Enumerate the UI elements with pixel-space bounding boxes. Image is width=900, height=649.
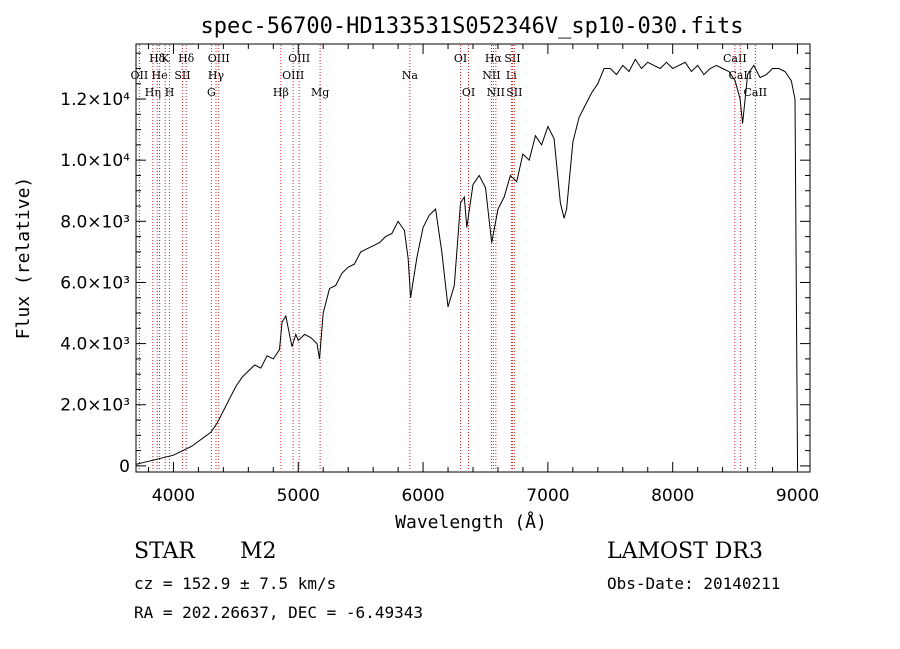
y-tick-label: 2.0×10³ (60, 396, 130, 416)
spectral-line-label: OIII (282, 69, 304, 82)
spectral-line-label: Hη (145, 86, 161, 99)
spectral-line-label: OIII (208, 52, 230, 65)
spectral-line-label: SII (506, 86, 522, 99)
spectral-line-label: NII (487, 86, 505, 99)
spectral-lines-layer: OII Hη Hδ He K H SII Hδ G Hγ OIII Hβ OIII OIII Mg Na OI O… (131, 45, 767, 471)
spectral-line-label: Hδ (178, 52, 195, 65)
y-axis-label: Flux (relative) (13, 177, 34, 340)
object-subclass: M2 (240, 539, 277, 564)
spectral-line-label: OI (462, 86, 475, 99)
spectral-line-label: SII (174, 69, 190, 82)
x-tick-label: 9000 (776, 486, 819, 506)
x-tick-label: 8000 (651, 486, 694, 506)
spectral-line-label: Hγ (208, 69, 225, 82)
y-tick-label: 8.0×10³ (60, 212, 130, 232)
spectral-line-label: K (161, 52, 170, 65)
obs-date: Obs-Date: 20140211 (607, 574, 781, 593)
survey-name: LAMOST DR3 (607, 539, 763, 564)
spectral-line-label: Mg (311, 86, 329, 99)
spectral-line-label: CaII (729, 69, 753, 82)
plot-frame (135, 43, 811, 473)
y-tick-label: 0 (119, 457, 130, 477)
spectral-line-label: He (152, 69, 168, 82)
spectral-line-label: H (165, 86, 175, 99)
spectral-line-label: OIII (288, 52, 310, 65)
redshift-readout: cz = 152.9 ± 7.5 km/s (134, 574, 337, 593)
x-axis-label: Wavelength (Å) (395, 511, 547, 533)
spectrum-line (135, 58, 798, 465)
spectral-line-label: SII (504, 52, 520, 65)
x-tick-label: 7000 (526, 486, 569, 506)
coordinates: RA = 202.26637, DEC = -6.49343 (134, 603, 423, 622)
spectral-line-label: CaII (723, 52, 747, 65)
spectral-line-label: Li (506, 69, 517, 82)
chart-title: spec-56700-HD133531S052346V_sp10-030.fit… (200, 14, 743, 39)
y-tick-label: 1.2×10⁴ (60, 90, 130, 110)
spectral-line-label: G (207, 86, 216, 99)
spectral-line-label: NII (482, 69, 500, 82)
y-tick-label: 6.0×10³ (60, 273, 130, 293)
x-tick-label: 6000 (401, 486, 444, 506)
object-class: STAR (134, 539, 195, 564)
spectral-line-label: Na (402, 69, 419, 82)
spectral-line-label: OII (131, 69, 149, 82)
y-tick-label: 4.0×10³ (60, 335, 130, 355)
x-tick-label: 5000 (277, 486, 320, 506)
spectral-line-label: Hα (485, 52, 503, 65)
y-tick-label: 1.0×10⁴ (60, 151, 130, 171)
spectral-line-label: Hδ (149, 52, 166, 65)
x-tick-label: 4000 (152, 486, 195, 506)
spectral-line-label: CaII (743, 86, 767, 99)
axis-ticks-layer: 4000 5000 6000 7000 8000 9000 0 2.0×10³ 4.0×10³ 6… (60, 44, 819, 506)
spectral-line-label: Hβ (273, 86, 289, 99)
spectral-line-label: OI (454, 52, 467, 65)
